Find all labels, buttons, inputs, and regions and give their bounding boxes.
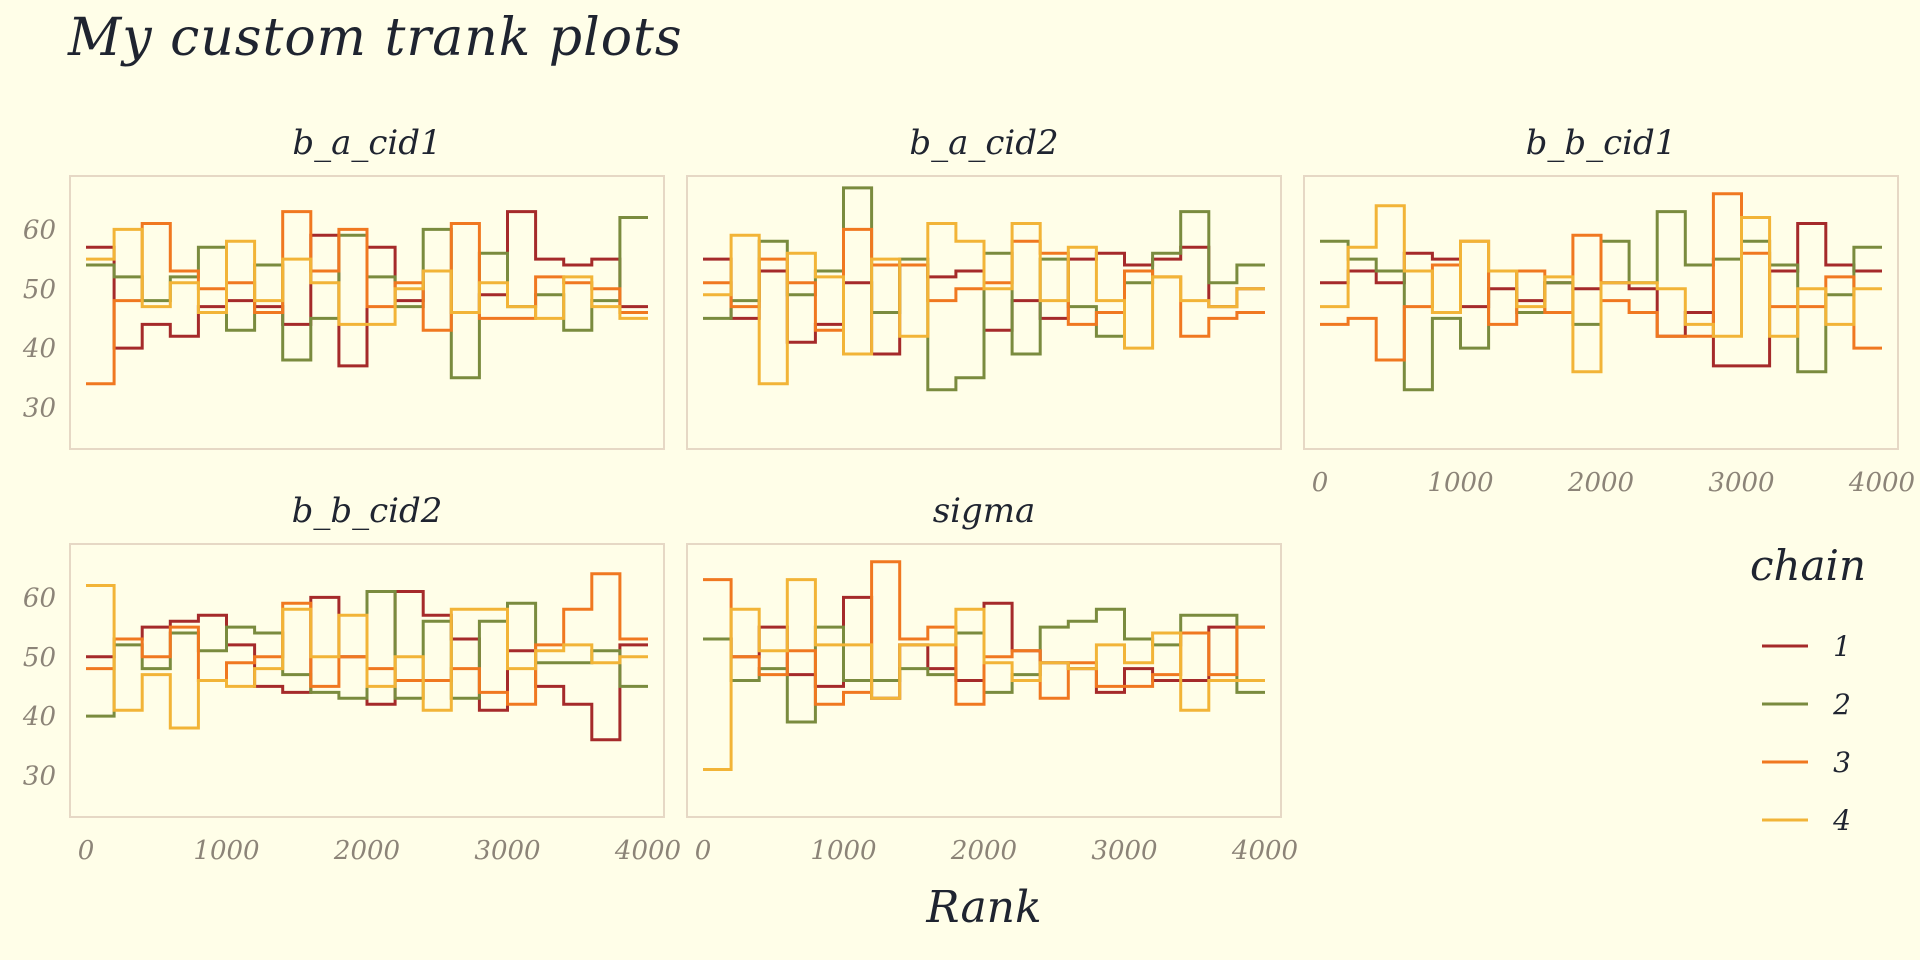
legend-label-chain-2: 2 [1832,688,1851,721]
panel-border [69,543,665,818]
x-tick-label: 0 [1312,468,1329,498]
x-tick-label: 3000 [1708,468,1774,498]
panel-b_a_cid1: b_a_cid1 30 40 50 60 [22,123,665,450]
x-tick-label: 0 [78,836,95,866]
y-tick-label: 50 [23,643,56,673]
panel-sigma: sigma 0 1000 2000 3000 4000 [686,491,1298,866]
panel-border [686,175,1282,450]
y-tick-label: 30 [23,393,56,423]
series-line-chain-1 [703,595,1265,700]
panel-border [1303,175,1899,450]
series-line-chain-2 [86,590,648,718]
legend: chain 1 2 3 4 [1750,541,1866,837]
panel-title: b_b_cid2 [292,491,443,531]
y-tick-label: 40 [22,702,56,732]
x-tick-label: 2000 [333,836,400,866]
y-tick-label: 60 [23,215,56,245]
series-line-chain-2 [703,186,1265,392]
x-tick-label: 3000 [474,836,540,866]
x-tick-label: 2000 [950,836,1017,866]
legend-label-chain-3: 3 [1833,746,1851,779]
legend-label-chain-4: 4 [1832,804,1851,837]
x-tick-label: 3000 [1091,836,1157,866]
series-line-chain-4 [1320,204,1882,374]
series-line-chain-3 [703,560,1265,706]
panel-title: sigma [933,491,1036,531]
x-tick-label: 1000 [193,836,259,866]
x-tick-label: 4000 [614,836,681,866]
y-tick-label: 60 [23,583,56,613]
x-tick-label: 1000 [810,836,876,866]
y-tick-label: 50 [23,275,56,305]
panel-title: b_a_cid2 [909,123,1058,163]
y-tick-label: 40 [22,334,56,364]
panel-b_b_cid1: b_b_cid1 0 1000 2000 3000 4000 [1303,123,1915,498]
y-tick-label: 30 [23,761,56,791]
x-tick-label: 0 [695,836,712,866]
x-axis-title: Rank [925,882,1041,933]
series-line-chain-4 [703,222,1265,386]
panel-border [686,543,1282,818]
panel-border [69,175,665,450]
panel-b_a_cid2: b_a_cid2 [686,123,1282,450]
chart-title: My custom trank plots [68,8,683,68]
panel-b_b_cid2: b_b_cid2 30 40 50 60 0 1000 2000 3000 4000 [22,491,681,866]
x-tick-label: 2000 [1567,468,1634,498]
legend-title: chain [1750,541,1866,590]
x-tick-label: 4000 [1848,468,1915,498]
series-line-chain-3 [86,210,648,386]
panel-title: b_b_cid1 [1526,123,1677,163]
series-line-chain-4 [86,227,648,326]
series-line-chain-4 [703,578,1265,771]
x-tick-label: 1000 [1427,468,1493,498]
legend-label-chain-1: 1 [1833,630,1851,663]
x-tick-label: 4000 [1231,836,1298,866]
panel-title: b_a_cid1 [292,123,441,163]
series-line-chain-4 [86,584,648,730]
